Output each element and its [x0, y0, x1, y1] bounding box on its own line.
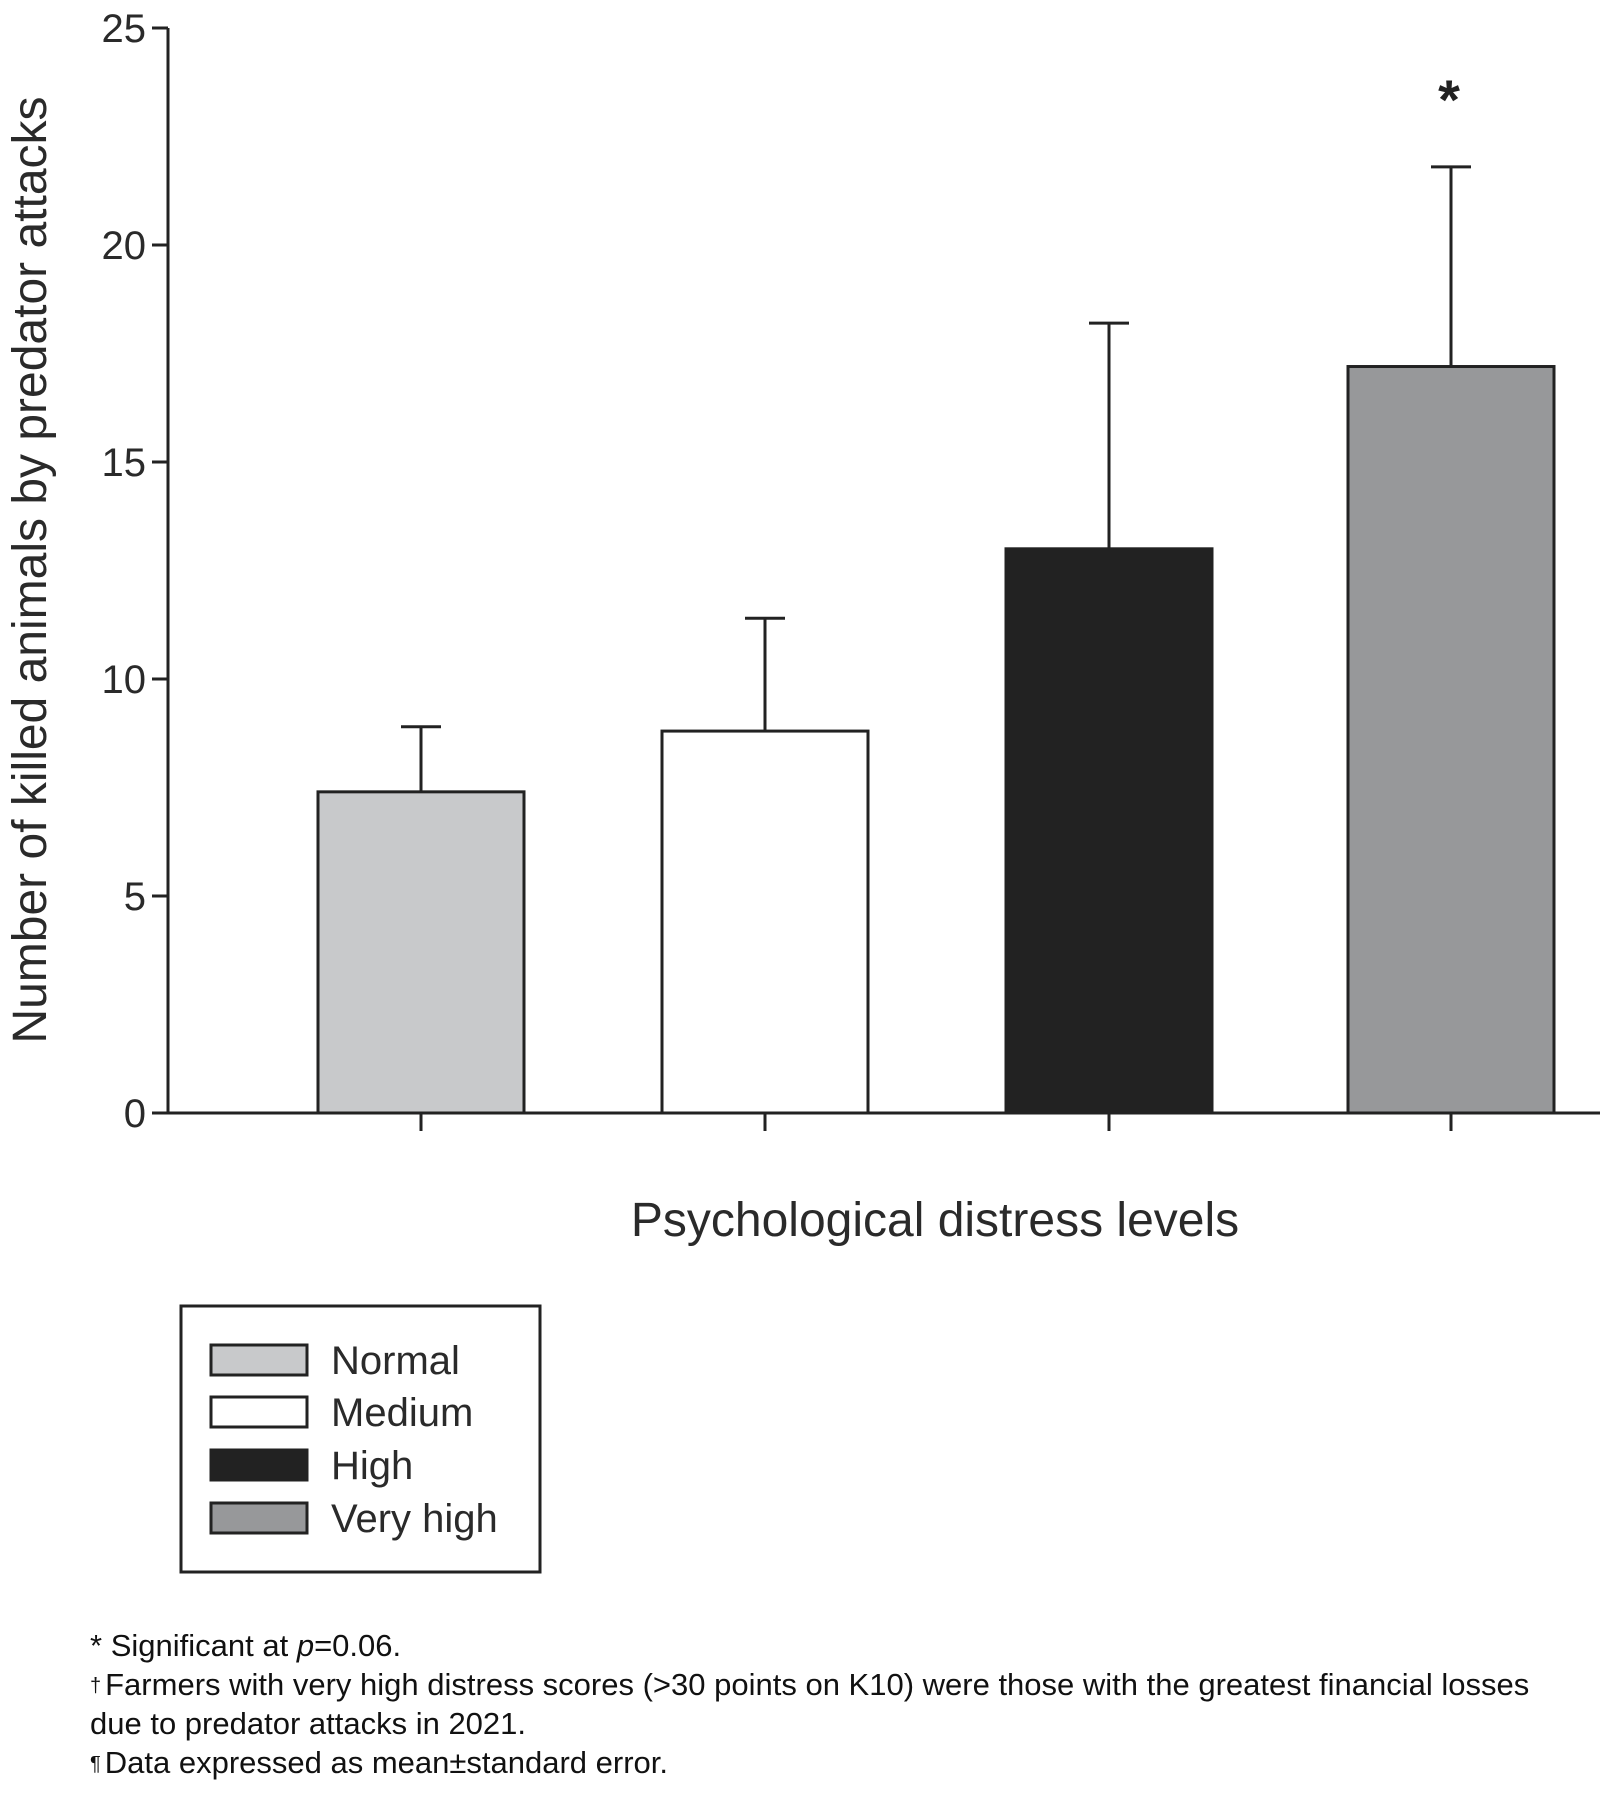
legend-swatch	[209, 1395, 309, 1429]
footnote-text: Data expressed as mean±standard error.	[104, 1745, 669, 1780]
bar-medium	[660, 729, 870, 1115]
bar-very-high	[1346, 365, 1556, 1115]
footnote-symbol: *	[90, 1628, 103, 1663]
legend: Normal Medium High Very high	[179, 1304, 542, 1574]
legend-label: Medium	[331, 1391, 473, 1435]
error-bars	[401, 165, 1471, 792]
legend-swatch	[209, 1343, 309, 1377]
y-axis-ticks: 0 5 10 15 20 25	[102, 7, 168, 1136]
legend-item: High	[209, 1444, 413, 1488]
bar-normal	[316, 790, 526, 1115]
annotations: *	[1438, 68, 1460, 131]
y-tick-label: 0	[124, 1092, 146, 1136]
bars	[316, 365, 1556, 1115]
footnote-pilcrow: ¶ Data expressed as mean±standard error.	[90, 1743, 1570, 1782]
footnote-symbol: †	[90, 1675, 102, 1697]
legend-item: Normal	[209, 1339, 460, 1383]
y-tick-label: 15	[102, 441, 147, 485]
footnote-significance: * Significant at p=0.06.	[90, 1626, 1570, 1665]
significance-marker: *	[1438, 68, 1460, 131]
footnote-text: Farmers with very high distress scores (…	[90, 1667, 1530, 1741]
y-tick-label: 5	[124, 875, 146, 919]
footnote-p: p	[296, 1628, 315, 1663]
bar-high	[1004, 547, 1214, 1115]
footnote-symbol: ¶	[90, 1753, 101, 1775]
legend-item: Very high	[209, 1497, 498, 1541]
y-tick-label: 10	[102, 658, 147, 702]
footnote-text: Significant at	[110, 1628, 297, 1663]
y-axis-title: Number of killed animals by predator att…	[4, 96, 57, 1043]
y-tick-label: 25	[102, 7, 147, 51]
x-axis-title: Psychological distress levels	[631, 1194, 1239, 1247]
legend-swatch	[209, 1501, 309, 1535]
y-tick-label: 20	[102, 224, 147, 268]
legend-label: High	[331, 1444, 413, 1488]
legend-swatch	[209, 1448, 309, 1482]
footnote-value: =0.06.	[314, 1628, 402, 1663]
legend-label: Normal	[331, 1339, 460, 1383]
legend-item: Medium	[209, 1391, 473, 1435]
footnotes: * Significant at p=0.06. † Farmers with v…	[90, 1626, 1570, 1782]
footnote-dagger: † Farmers with very high distress scores …	[90, 1665, 1570, 1743]
x-axis-ticks	[419, 1113, 1453, 1131]
legend-label: Very high	[331, 1497, 498, 1541]
